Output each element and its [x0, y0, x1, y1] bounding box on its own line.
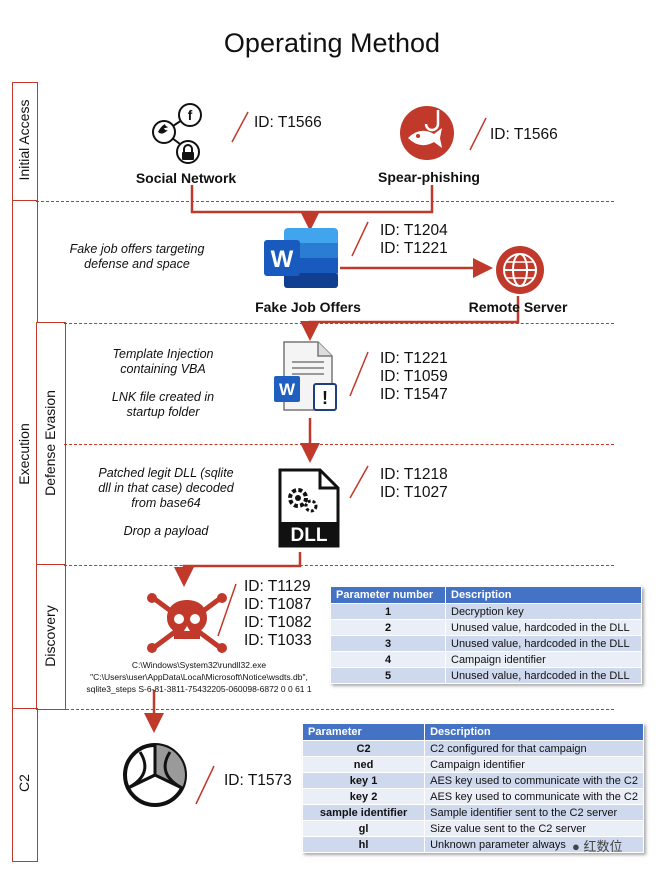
social-network-label: Social Network — [135, 170, 237, 186]
table-cell: 3 — [330, 635, 446, 652]
c2-network-globe-icon — [123, 743, 187, 807]
separator-evasion-inner — [64, 444, 614, 445]
separator-discovery-c2 — [36, 709, 614, 710]
evasion-id-b-2: ID: T1027 — [380, 484, 448, 501]
execution-id-1: ID: T1204 — [380, 222, 448, 239]
table-cell: Decryption key — [445, 603, 642, 620]
table-cell: key 1 — [301, 772, 426, 789]
table-row: ned Campaign identifier — [301, 756, 644, 773]
rundll-command-line-2: "C:\Users\user\AppData\Local\Microsoft\N… — [90, 672, 308, 682]
table-row: key 1 AES key used to communicate with th… — [301, 772, 644, 789]
table-header: Parameter — [301, 723, 426, 741]
dll-file-icon: DLL — [278, 468, 340, 548]
table-row: key 2 AES key used to communicate with th… — [301, 788, 644, 805]
table-cell: hl — [301, 836, 426, 853]
fake-job-note: Fake job offers targeting defense and sp… — [69, 242, 205, 271]
table-cell: C2 — [301, 740, 426, 757]
table-row: 1 Decryption key — [330, 603, 642, 620]
table-cell: C2 configured for that campaign — [424, 740, 644, 757]
discovery-id-2: ID: T1087 — [244, 596, 312, 613]
separator-initial-execution — [36, 201, 614, 202]
spear-phishing-id: ID: T1566 — [490, 126, 558, 143]
table-header: Description — [445, 586, 642, 604]
evasion-note-template: Template Injection containing VBA — [112, 347, 214, 376]
fish-hook-icon — [400, 106, 454, 160]
watermark-text: 红数位 — [583, 839, 623, 854]
evasion-note-dll: Patched legit DLL (sqlite dll in that ca… — [98, 466, 234, 510]
word-document-icon: W — [264, 228, 338, 288]
table-cell: key 2 — [301, 788, 426, 805]
discovery-parameter-table: Parameter number Description 1 Decryption… — [330, 586, 642, 684]
table-cell: Campaign identifier — [424, 756, 644, 773]
table-cell: Unused value, hardcoded in the DLL — [445, 619, 642, 636]
table-cell: gl — [301, 820, 426, 837]
table-row: C2 C2 configured for that campaign — [301, 740, 644, 757]
svg-text:!: ! — [322, 388, 328, 408]
table-cell: ned — [301, 756, 426, 773]
table-row: 5 Unused value, hardcoded in the DLL — [330, 667, 642, 684]
watermark: ● 红数位 — [572, 836, 623, 855]
c2-id: ID: T1573 — [224, 772, 292, 789]
evasion-note-lnk: LNK file created in startup folder — [111, 390, 215, 419]
fake-job-offers-label: Fake Job Offers — [255, 299, 361, 315]
discovery-id-3: ID: T1082 — [244, 614, 312, 631]
diagram-title: Operating Method — [223, 28, 441, 58]
svg-text:W: W — [279, 380, 296, 399]
table-cell: AES key used to communicate with the C2 — [424, 788, 644, 805]
table-row: 4 Campaign identifier — [330, 651, 642, 668]
band-initial-access — [12, 82, 38, 202]
table-cell: AES key used to communicate with the C2 — [424, 772, 644, 789]
band-discovery — [36, 564, 66, 710]
execution-id-2: ID: T1221 — [380, 240, 448, 257]
table-cell: Unused value, hardcoded in the DLL — [445, 667, 642, 684]
table-row: hl Unknown parameter always — [301, 836, 644, 853]
chat-bubble-icon: ● — [572, 839, 580, 854]
separator-execution-evasion — [64, 323, 614, 324]
table-cell: 1 — [330, 603, 446, 620]
discovery-id-4: ID: T1033 — [244, 632, 312, 649]
table-cell: 5 — [330, 667, 446, 684]
band-defense-evasion — [36, 322, 66, 566]
table-cell: Size value sent to the C2 server — [424, 820, 644, 837]
evasion-id-a-2: ID: T1059 — [380, 368, 448, 385]
svg-text:W: W — [271, 246, 294, 273]
spear-phishing-label: Spear-phishing — [378, 169, 480, 185]
rundll-command-line-3: sqlite3_steps S-6-81-3811-75432205-06009… — [86, 684, 312, 694]
table-header: Description — [424, 723, 644, 741]
table-cell: sample identifier — [301, 804, 426, 821]
word-template-warning-icon: W ! — [274, 341, 337, 411]
discovery-id-1: ID: T1129 — [244, 578, 311, 595]
evasion-id-b-1: ID: T1218 — [380, 466, 448, 483]
social-network-icon: f — [152, 103, 202, 164]
rundll-command-line-1: C:\Windows\System32\rundll32.exe — [131, 660, 267, 670]
evasion-note-payload: Drop a payload — [123, 524, 209, 538]
band-c2 — [12, 708, 38, 862]
table-cell: Sample identifier sent to the C2 server — [424, 804, 644, 821]
table-row: 3 Unused value, hardcoded in the DLL — [330, 635, 642, 652]
table-row: gl Size value sent to the C2 server — [301, 820, 644, 837]
table-header: Parameter number — [330, 586, 446, 604]
evasion-id-a-1: ID: T1221 — [380, 350, 448, 367]
table-row: sample identifier Sample identifier sent … — [301, 804, 644, 821]
remote-server-icon — [496, 246, 544, 294]
table-cell: 4 — [330, 651, 446, 668]
c2-parameter-table: Parameter Description C2 C2 configured fo… — [301, 723, 644, 853]
table-cell: Campaign identifier — [445, 651, 642, 668]
remote-server-label: Remote Server — [468, 299, 568, 315]
dll-icon-text: DLL — [291, 525, 328, 546]
svg-text:f: f — [188, 107, 193, 123]
table-cell: 2 — [330, 619, 446, 636]
social-network-id: ID: T1566 — [254, 114, 322, 131]
separator-evasion-discovery — [64, 565, 614, 566]
table-cell: Unknown parameter always — [424, 836, 644, 853]
evasion-id-a-3: ID: T1547 — [380, 386, 448, 403]
table-row: 2 Unused value, hardcoded in the DLL — [330, 619, 642, 636]
table-cell: Unused value, hardcoded in the DLL — [445, 635, 642, 652]
skull-crossbones-icon — [147, 593, 227, 653]
